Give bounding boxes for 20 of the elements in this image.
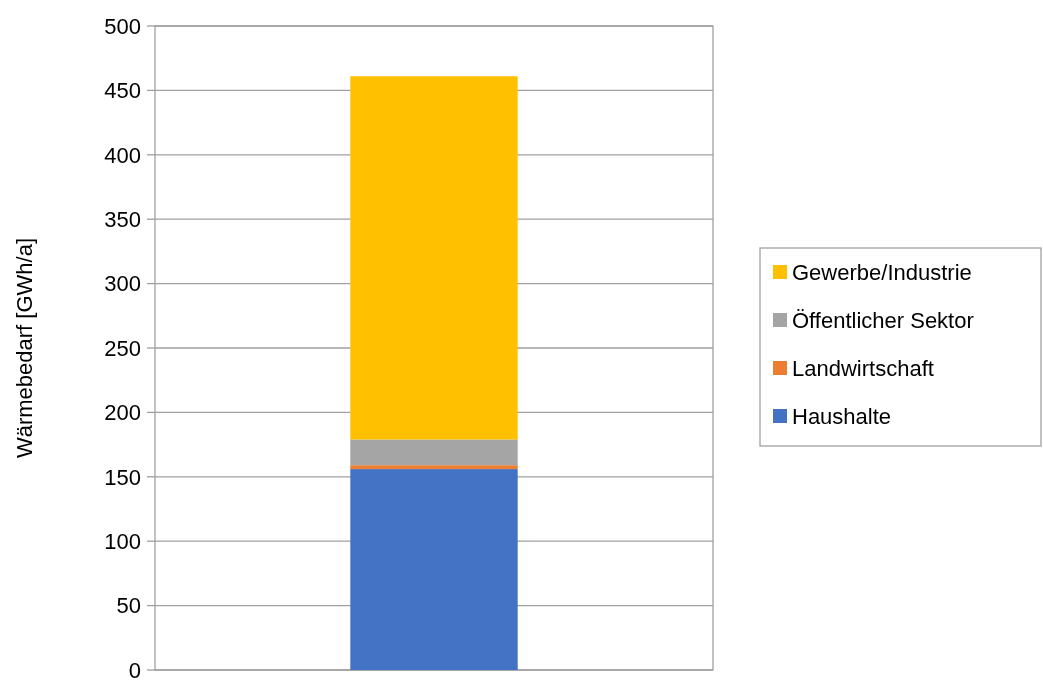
- y-tick-label: 300: [104, 271, 141, 297]
- y-tick-label: 400: [104, 142, 141, 168]
- legend-label: Gewerbe/Industrie: [792, 259, 972, 285]
- legend-label: Öffentlicher Sektor: [792, 307, 974, 333]
- bar: [350, 76, 518, 440]
- y-tick-label: 500: [104, 13, 141, 39]
- legend-label: Haushalte: [792, 403, 892, 429]
- y-tick-label: 200: [104, 400, 141, 426]
- y-tick-label: 0: [128, 657, 141, 683]
- y-tick-label: 150: [104, 464, 141, 490]
- y-tick-label: 250: [104, 335, 141, 361]
- y-tick-label: 350: [104, 206, 141, 232]
- legend-label: Landwirtschaft: [792, 355, 934, 381]
- y-tick-label: 100: [104, 528, 141, 554]
- y-axis-title: Wärmebedarf [GWh/a]: [12, 237, 37, 459]
- y-tick-label: 50: [116, 593, 141, 619]
- bar: [350, 469, 518, 670]
- bar: [350, 439, 518, 466]
- y-tick-label: 450: [104, 78, 141, 104]
- bar: [350, 465, 518, 470]
